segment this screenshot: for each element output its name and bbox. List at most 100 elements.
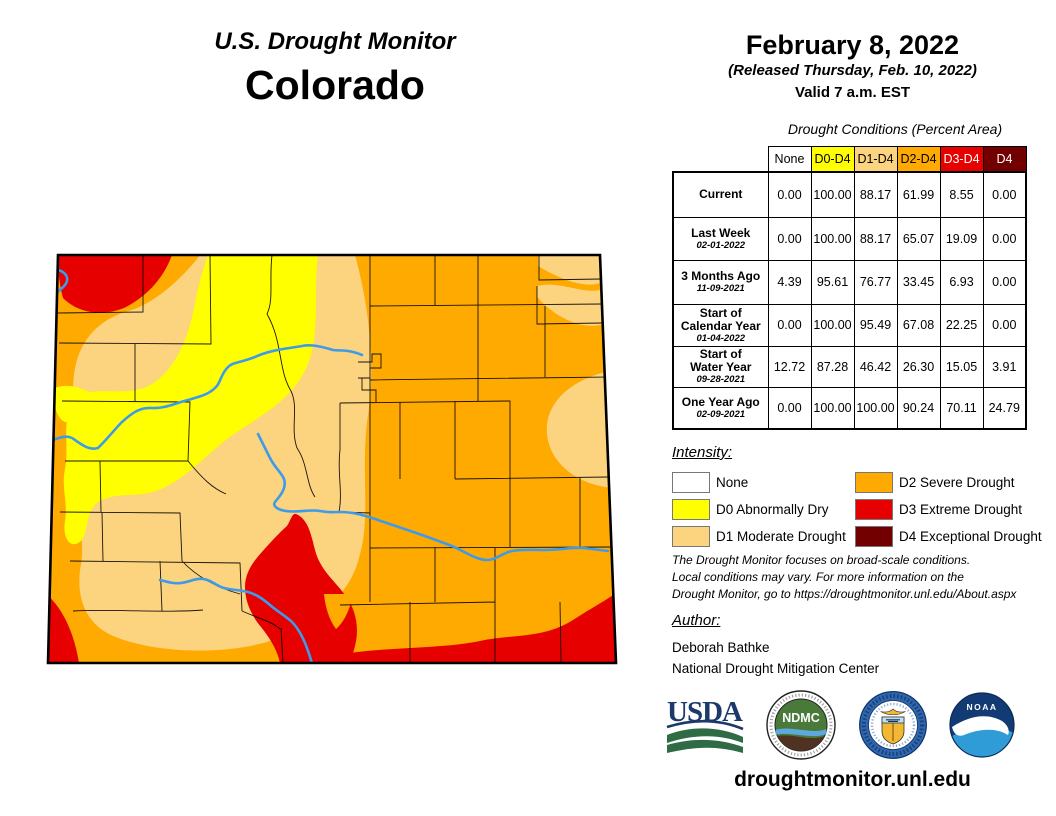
table-corner-cell: [673, 146, 768, 172]
cell-value: 100.00: [810, 216, 855, 261]
commerce-seal-icon: [858, 691, 927, 759]
cell-value: 76.77: [853, 259, 898, 305]
cell-value: 100.00: [853, 386, 898, 430]
legend-label: None: [716, 475, 749, 490]
legend-item-d4: D4 Exceptional Drought: [855, 523, 1052, 550]
conditions-table: None D0-D4 D1-D4 D2-D4 D3-D4 D4 Current …: [672, 146, 1027, 430]
d0-swatch: [672, 499, 710, 520]
table-header-row: None D0-D4 D1-D4 D2-D4 D3-D4 D4: [673, 146, 1027, 173]
row-label-start-calendar-year: Start of Calendar Year 01-04-2022: [672, 303, 769, 347]
legend-item-d0: D0 Abnormally Dry: [672, 496, 855, 523]
cell-value: 4.39: [767, 259, 812, 305]
colorado-river: [48, 344, 364, 450]
released-date: (Released Thursday, Feb. 10, 2022): [728, 62, 977, 79]
d1-region-ne-corner: [538, 255, 603, 285]
cell-value: 0.00: [767, 216, 812, 261]
cell-value: 0.00: [982, 259, 1027, 305]
cell-value: 6.93: [939, 259, 984, 305]
table-row: Start of Water Year 09-28-2021 12.72 87.2…: [672, 345, 1027, 388]
col-header-d2d4: D2-D4: [896, 146, 941, 173]
state-title: Colorado: [245, 62, 425, 108]
colorado-drought-map: [40, 250, 630, 668]
author-block: Author: Deborah Bathke National Drought …: [672, 612, 879, 679]
cell-value: 46.42: [853, 345, 898, 388]
cell-value: 3.91: [982, 345, 1027, 388]
table-row: Start of Calendar Year 01-04-2022 0.00 10…: [672, 303, 1027, 347]
ndmc-logo-icon: NDMC: [766, 690, 837, 760]
noaa-logo-icon: NOAA: [949, 692, 1015, 758]
table-row: 3 Months Ago 11-09-2021 4.39 95.61 76.77 …: [672, 259, 1027, 305]
col-header-d0d4: D0-D4: [810, 146, 855, 173]
cell-value: 26.30: [896, 345, 941, 388]
d2-notch-san-luis: [324, 594, 353, 629]
report-date: February 8, 2022: [745, 30, 960, 60]
table-row: One Year Ago 02-09-2021 0.00 100.00 100.0…: [672, 386, 1027, 430]
cell-value: 0.00: [767, 386, 812, 430]
d3-region-northwest: [58, 255, 172, 313]
col-header-d3d4: D3-D4: [939, 146, 984, 173]
legend-label: D0 Abnormally Dry: [716, 502, 829, 517]
cell-value: 0.00: [982, 171, 1027, 218]
author-org: National Drought Mitigation Center: [672, 661, 880, 676]
legend-label: D2 Severe Drought: [899, 475, 1015, 490]
intensity-legend: Intensity: None D0 Abnormally Dry D1 Mod…: [672, 444, 1052, 550]
d1-region-ne-second: [537, 284, 604, 326]
cell-value: 0.00: [767, 171, 812, 218]
cell-value: 0.00: [767, 303, 812, 347]
disclaimer-text: The Drought Monitor focuses on broad-sca…: [672, 553, 1017, 601]
cell-value: 70.11: [939, 386, 984, 430]
cell-value: 88.17: [853, 171, 898, 218]
svg-text:NDMC: NDMC: [783, 711, 821, 725]
footer-url: droughtmonitor.unl.edu: [734, 768, 971, 791]
legend-item-none: None: [672, 469, 855, 496]
d3-region-south-band: [350, 593, 616, 663]
none-swatch: [672, 472, 710, 493]
cell-value: 0.00: [982, 303, 1027, 347]
d3-swatch: [855, 499, 893, 520]
cell-value: 19.09: [939, 216, 984, 261]
cell-value: 12.72: [767, 345, 812, 388]
svg-text:NOAA: NOAA: [966, 702, 997, 712]
col-header-d1d4: D1-D4: [853, 146, 898, 173]
legend-label: D3 Extreme Drought: [899, 502, 1023, 517]
cell-value: 8.55: [939, 171, 984, 218]
row-label-start-water-year: Start of Water Year 09-28-2021: [672, 345, 769, 388]
col-header-d4: D4: [982, 146, 1027, 173]
legend-item-d3: D3 Extreme Drought: [855, 496, 1052, 523]
row-label-current: Current: [672, 171, 769, 218]
cell-value: 90.24: [896, 386, 941, 430]
d0-region-west-lobe: [54, 385, 100, 422]
d3-region-southwest-corner: [48, 596, 79, 663]
cell-value: 67.08: [896, 303, 941, 347]
cell-value: 65.07: [896, 216, 941, 261]
cell-value: 22.25: [939, 303, 984, 347]
legend-label: D1 Moderate Drought: [716, 529, 846, 544]
row-label-3-months-ago: 3 Months Ago 11-09-2021: [672, 259, 769, 305]
cell-value: 15.05: [939, 345, 984, 388]
d2-swatch: [855, 472, 893, 493]
usda-logo-icon: USDA: [666, 696, 744, 753]
legend-item-d2: D2 Severe Drought: [855, 469, 1052, 496]
legend-label: D4 Exceptional Drought: [899, 529, 1042, 544]
legend-title: Intensity:: [672, 444, 733, 461]
arkansas-river: [256, 432, 610, 562]
cell-value: 95.49: [853, 303, 898, 347]
date-block: February 8, 2022 (Released Thursday, Feb…: [660, 30, 1045, 104]
row-label-one-year-ago: One Year Ago 02-09-2021: [672, 386, 769, 430]
cell-value: 33.45: [896, 259, 941, 305]
county-boundaries: [57, 255, 611, 663]
cell-value: 0.00: [982, 216, 1027, 261]
cell-value: 87.28: [810, 345, 855, 388]
author-name: Deborah Bathke: [672, 640, 770, 655]
cell-value: 61.99: [896, 171, 941, 218]
row-label-last-week: Last Week 02-01-2022: [672, 216, 769, 261]
page-title: U.S. Drought Monitor: [214, 28, 456, 55]
table-row: Last Week 02-01-2022 0.00 100.00 88.17 65…: [672, 216, 1027, 261]
author-title: Author:: [672, 612, 721, 629]
table-title: Drought Conditions (Percent Area): [787, 121, 1003, 137]
col-header-none: None: [767, 146, 812, 173]
cell-value: 88.17: [853, 216, 898, 261]
cell-value: 95.61: [810, 259, 855, 305]
legend-item-d1: D1 Moderate Drought: [672, 523, 855, 550]
